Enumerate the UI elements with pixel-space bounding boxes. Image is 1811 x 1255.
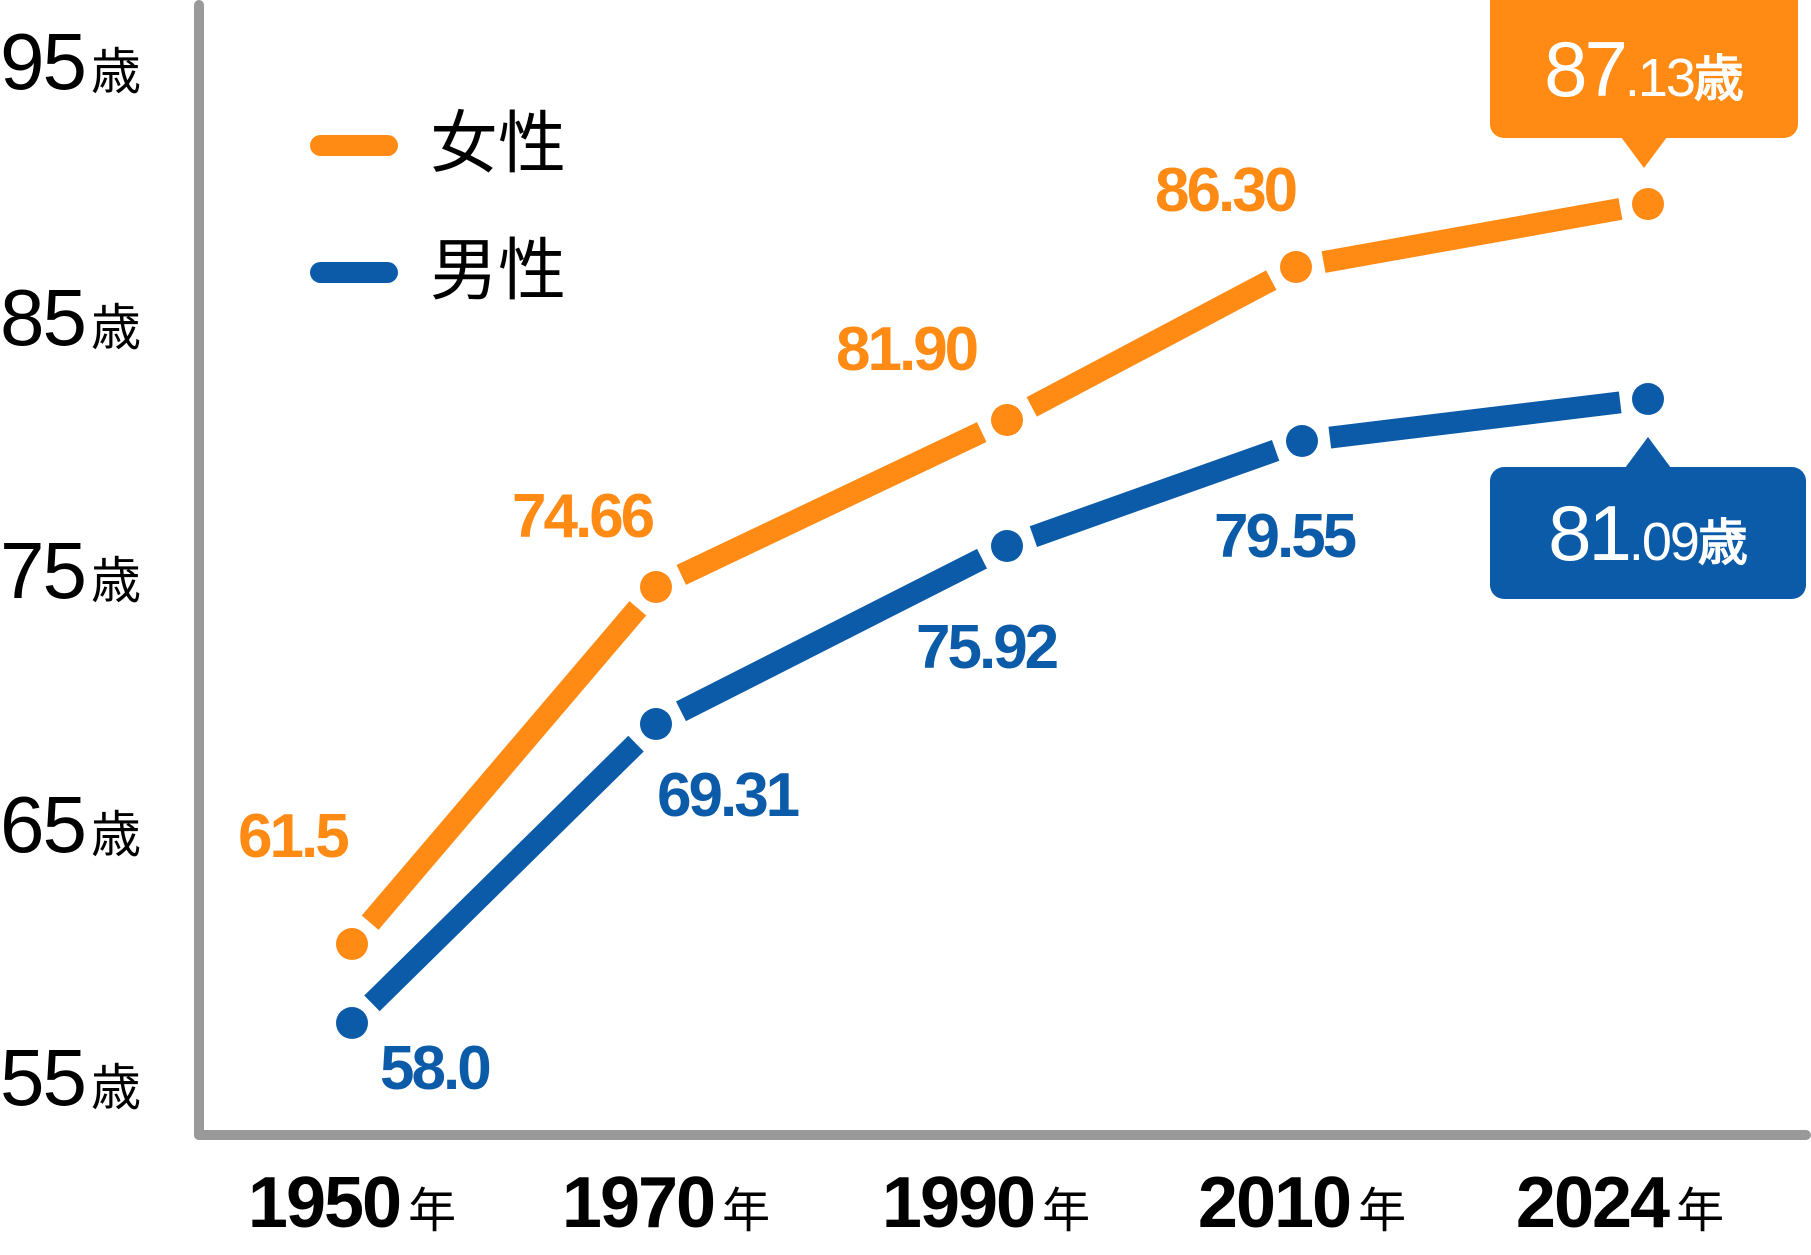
data-label-female-1970: 74.66 [512,482,655,551]
y-tick-unit: 歳 [90,43,141,101]
female-marker-icon [640,571,672,603]
x-tick-value: 1950 [247,1163,402,1243]
x-tick-1950: 1950 年 [222,1162,482,1244]
male-segment [1328,391,1622,449]
male-marker-icon [991,530,1023,562]
y-tick-55: 55 歳 [0,1038,180,1118]
male-segment [1029,440,1280,547]
male-marker-icon [336,1007,368,1039]
x-tick-2010: 2010 年 [1172,1162,1432,1244]
data-label-male-1990: 75.92 [916,613,1059,682]
female-segment [1321,198,1623,273]
data-label-female-2010: 86.30 [1155,156,1298,225]
x-tick-1990: 1990 年 [856,1162,1116,1244]
callout-female-unit: 歳 [1693,50,1744,108]
callout-female-2024: 87 .13 歳 [1490,0,1798,138]
male-marker-icon [1286,425,1318,457]
callout-male-unit: 歳 [1697,514,1748,572]
y-tick-value: 75 [0,526,87,615]
data-label-male-1970: 69.31 [657,761,800,830]
x-tick-value: 1990 [881,1163,1036,1243]
y-tick-value: 55 [0,1033,87,1122]
y-tick-unit: 歳 [90,552,141,610]
x-tick-value: 2024 [1515,1163,1670,1243]
female-marker-icon [1280,251,1312,283]
y-tick-unit: 歳 [90,299,141,357]
data-label-female-1950: 61.5 [238,802,350,871]
x-tick-unit: 年 [408,1183,457,1239]
callout-male-dec: .09 [1628,512,1700,572]
legend-male: 男性 [310,232,566,312]
male-segment [675,548,988,722]
x-tick-unit: 年 [722,1183,771,1239]
y-tick-75: 75 歳 [0,531,180,611]
data-label-male-2010: 79.55 [1214,502,1357,571]
female-marker-icon [336,928,368,960]
female-segment [1026,270,1277,417]
x-tick-unit: 年 [1358,1183,1407,1239]
y-tick-85: 85 歳 [0,278,180,358]
y-tick-95: 95 歳 [0,22,180,102]
y-tick-value: 65 [0,780,87,869]
x-tick-value: 1970 [561,1163,716,1243]
female-marker-icon [991,404,1023,436]
y-tick-unit: 歳 [90,1059,141,1117]
callout-female-dec: .13 [1624,48,1696,108]
callout-male-2024: 81 .09 歳 [1490,467,1806,599]
male-segment [364,735,644,1012]
y-tick-unit: 歳 [90,806,141,864]
series-male-line [336,383,1664,1039]
callout-female-int: 87 [1544,25,1628,113]
male-marker-icon [640,708,672,740]
legend-female-label: 女性 [430,105,567,184]
female-marker-icon [1632,188,1664,220]
x-tick-2024: 2024 年 [1490,1162,1750,1244]
legend-female: 女性 [310,105,566,185]
male-marker-icon [1632,383,1664,415]
x-tick-value: 2010 [1197,1163,1352,1243]
legend-female-swatch-icon [310,134,398,156]
y-tick-65: 65 歳 [0,785,180,865]
data-label-female-1990: 81.90 [836,315,979,384]
callout-female-pointer-icon [1621,137,1667,168]
y-tick-value: 85 [0,273,87,362]
callout-male-pointer-icon [1625,437,1671,468]
x-tick-unit: 年 [1676,1183,1725,1239]
legend-male-label: 男性 [430,232,567,311]
y-tick-value: 95 [0,17,87,106]
callout-male-int: 81 [1548,489,1632,577]
series-female-line [336,188,1664,960]
legend-male-swatch-icon [310,261,398,283]
female-segment [361,601,647,930]
x-tick-1970: 1970 年 [536,1162,796,1244]
data-label-male-1950: 58.0 [380,1034,492,1103]
female-segment [676,422,987,585]
x-tick-unit: 年 [1042,1183,1091,1239]
